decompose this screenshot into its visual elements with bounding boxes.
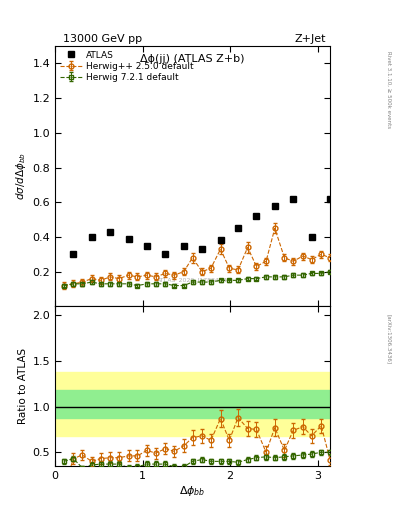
ATLAS — [108, 229, 112, 235]
Text: Z+Jet: Z+Jet — [295, 33, 326, 44]
ATLAS — [145, 243, 149, 249]
ATLAS — [70, 251, 75, 258]
ATLAS — [218, 238, 223, 244]
X-axis label: $\Delta\phi_{bb}$: $\Delta\phi_{bb}$ — [179, 483, 206, 498]
ATLAS — [272, 203, 277, 209]
ATLAS — [236, 225, 241, 231]
ATLAS — [291, 196, 296, 202]
ATLAS — [254, 213, 259, 219]
ATLAS — [90, 234, 94, 240]
Legend: ATLAS, Herwig++ 2.5.0 default, Herwig 7.2.1 default: ATLAS, Herwig++ 2.5.0 default, Herwig 7.… — [58, 49, 195, 84]
Text: [arXiv:1306.3436]: [arXiv:1306.3436] — [386, 314, 391, 365]
Text: 13000 GeV pp: 13000 GeV pp — [63, 33, 142, 44]
ATLAS — [328, 196, 332, 202]
Text: ATLAS_2020_I1788444: ATLAS_2020_I1788444 — [157, 278, 228, 283]
ATLAS — [182, 243, 186, 249]
Bar — [55, 372, 330, 436]
Y-axis label: $d\sigma/d\Delta\phi_{bb}$: $d\sigma/d\Delta\phi_{bb}$ — [14, 152, 28, 200]
ATLAS — [163, 251, 168, 258]
Text: Rivet 3.1.10, ≥ 500k events: Rivet 3.1.10, ≥ 500k events — [386, 51, 391, 129]
Y-axis label: Ratio to ATLAS: Ratio to ATLAS — [18, 348, 28, 424]
ATLAS — [126, 236, 131, 242]
ATLAS — [200, 246, 204, 252]
Line: ATLAS: ATLAS — [69, 195, 333, 258]
ATLAS — [309, 234, 314, 240]
Text: Δϕ(jj) (ATLAS Z+b): Δϕ(jj) (ATLAS Z+b) — [140, 54, 245, 64]
Bar — [55, 390, 330, 418]
